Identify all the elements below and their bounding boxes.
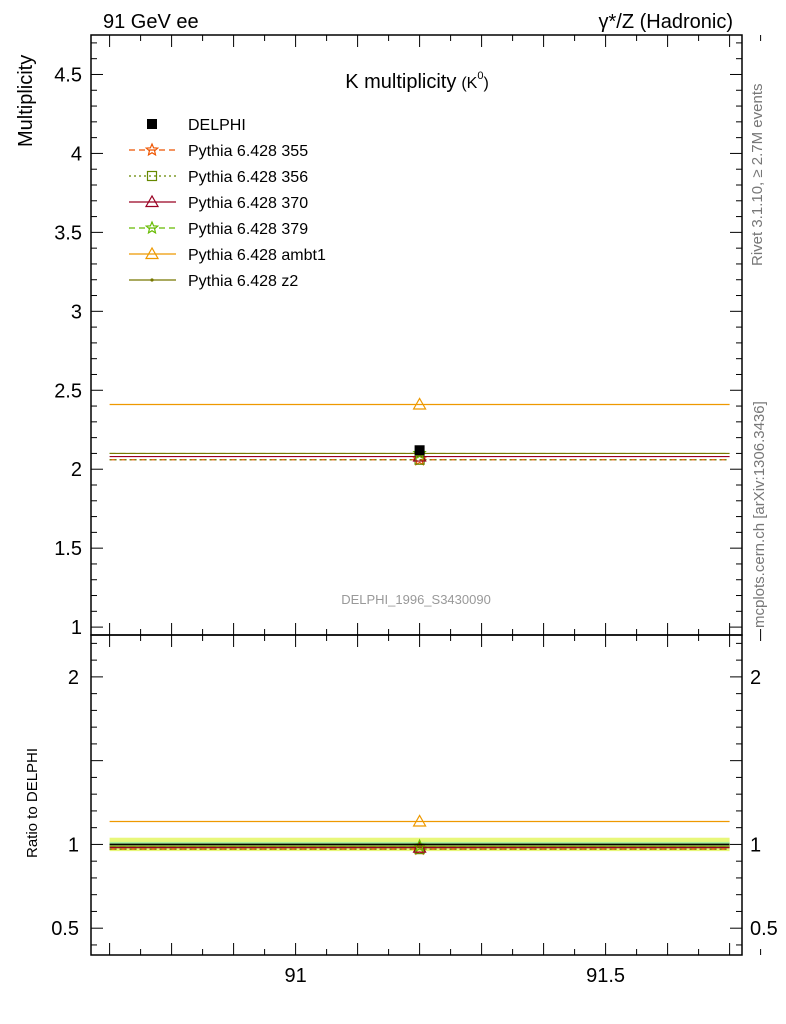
y-tick-label: 4.5 bbox=[54, 64, 82, 86]
legend-label-pythia-6-428-355: Pythia 6.428 355 bbox=[188, 143, 308, 160]
tick-layer: 1 1.5 2 2.5 3 3.5 4 4.5 0.5 0.5 1 1 2 2 91 91.5 bbox=[51, 35, 778, 987]
chart-title-main: K multiplicity bbox=[345, 71, 456, 93]
frame-layer bbox=[90, 34, 743, 956]
y-axis-label-main: Multiplicity bbox=[15, 55, 37, 147]
ratio-frame bbox=[90, 634, 743, 956]
x-tick-label: 91.5 bbox=[586, 965, 625, 987]
y-tick-label: 1 bbox=[71, 617, 82, 639]
y-tick-label: 2 bbox=[71, 459, 82, 481]
legend-label-pythia-6-428-370: Pythia 6.428 370 bbox=[188, 195, 308, 212]
legend-label-pythia-6-428-356: Pythia 6.428 356 bbox=[188, 169, 308, 186]
series-marker-pythia-6-428-ambt1 bbox=[412, 397, 427, 410]
ratio-marker-pythia-6-428-ambt1 bbox=[412, 814, 427, 827]
legend-label-pythia-6-428-ambt1: Pythia 6.428 ambt1 bbox=[188, 247, 326, 264]
y-tick-label: 2.5 bbox=[54, 380, 82, 402]
header-left: 91 GeV ee bbox=[103, 11, 199, 33]
chart-title-close: ) bbox=[483, 75, 488, 92]
ratio-y-tick-label: 1 bbox=[68, 834, 79, 856]
legend-marker-pythia-6-428-356 bbox=[146, 170, 158, 182]
ratio-y-tick-label-right: 1 bbox=[750, 834, 761, 856]
legend: DELPHI Pythia 6.428 355 Pythia 6.428 356 Py… bbox=[129, 117, 326, 290]
chart-title: K multiplicity (K0) bbox=[345, 70, 489, 93]
ratio-y-tick-label: 2 bbox=[68, 667, 79, 689]
y-axis-label-ratio: Ratio to DELPHI bbox=[24, 748, 41, 858]
chart-title-sub: (K bbox=[461, 75, 477, 92]
side-label-bottom: mcplots.cern.ch [arXiv:1306.3436] bbox=[751, 401, 768, 628]
legend-label-pythia-6-428-z2: Pythia 6.428 z2 bbox=[188, 273, 298, 290]
legend-label-delphi: DELPHI bbox=[188, 117, 246, 134]
legend-label-pythia-6-428-379: Pythia 6.428 379 bbox=[188, 221, 308, 238]
series-layer bbox=[109, 397, 730, 856]
analysis-watermark: DELPHI_1996_S3430090 bbox=[341, 592, 491, 607]
y-tick-label: 1.5 bbox=[54, 538, 82, 560]
ratio-y-tick-label-right: 2 bbox=[750, 667, 761, 689]
legend-marker-pythia-6-428-ambt1 bbox=[144, 246, 160, 260]
y-tick-label: 4 bbox=[71, 143, 82, 165]
series-marker-delphi bbox=[414, 445, 425, 456]
legend-marker-pythia-6-428-379 bbox=[144, 220, 160, 235]
side-label-top: Rivet 3.1.10, ≥ 2.7M events bbox=[749, 84, 766, 267]
legend-marker-pythia-6-428-355 bbox=[144, 142, 160, 157]
chart-title-sup: 0 bbox=[477, 70, 483, 82]
y-tick-label: 3.5 bbox=[54, 222, 82, 244]
x-tick-label: 91 bbox=[284, 965, 306, 987]
header-right: γ*/Z (Hadronic) bbox=[599, 11, 733, 33]
ratio-y-tick-label-right: 0.5 bbox=[750, 918, 778, 940]
legend-marker-pythia-6-428-370 bbox=[144, 194, 160, 208]
y-tick-label: 3 bbox=[71, 301, 82, 323]
legend-marker-pythia-6-428-z2 bbox=[150, 278, 154, 282]
ratio-marker-pythia-6-428-z2 bbox=[418, 844, 422, 848]
ratio-y-tick-label: 0.5 bbox=[51, 918, 79, 940]
legend-marker-delphi bbox=[147, 119, 157, 129]
